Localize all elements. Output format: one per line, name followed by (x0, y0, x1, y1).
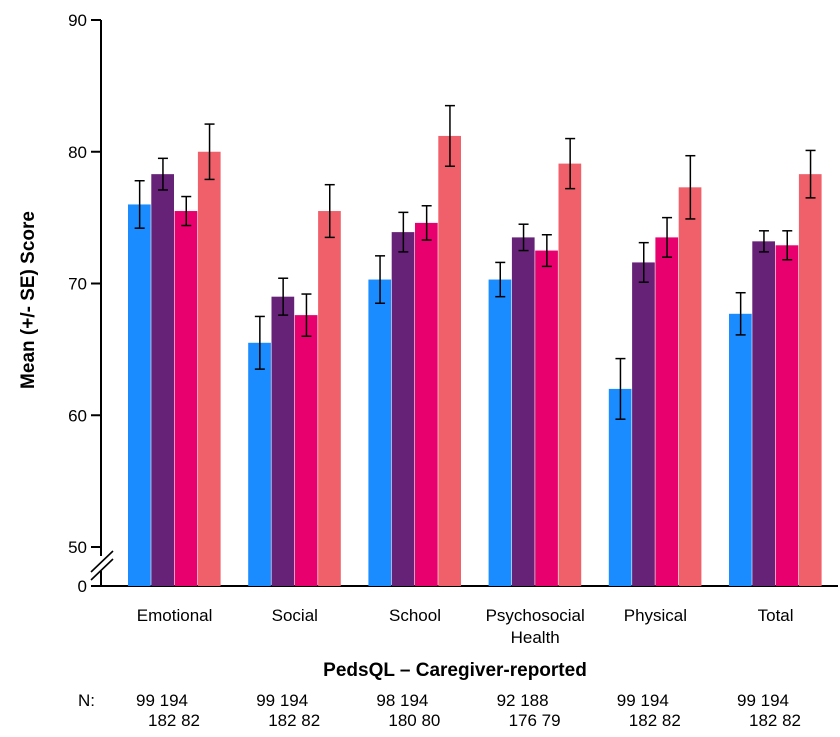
bar (511, 237, 535, 586)
bar (248, 342, 271, 586)
bar (752, 241, 775, 586)
bar (678, 187, 702, 586)
x-tick-label: School (389, 606, 441, 625)
y-axis-title: Mean (+/- SE) Score (18, 211, 39, 389)
bar (535, 250, 558, 586)
n-prefix-label: N: (78, 691, 95, 710)
bar (391, 232, 415, 586)
y-tick-label: 90 (68, 11, 87, 30)
bar (488, 279, 512, 586)
x-tick-label: Health (511, 628, 560, 647)
bar (128, 204, 151, 586)
bar (655, 237, 679, 586)
chart-axes (90, 19, 838, 587)
n-label-bottom: 180 80 (388, 711, 440, 730)
axis-break-mark (90, 558, 114, 581)
y-tick-label: 70 (68, 275, 87, 294)
bar (174, 211, 198, 586)
y-tick-label: 0 (78, 577, 87, 596)
axis-break-mark (90, 550, 114, 573)
n-label-top: 99 194 (256, 691, 308, 710)
x-tick-label: Psychosocial (486, 606, 585, 625)
n-label-top: 99 194 (136, 691, 188, 710)
y-tick-label: 80 (68, 143, 87, 162)
n-label-top: 92 188 (497, 691, 549, 710)
bar (151, 174, 174, 586)
bar (438, 135, 461, 586)
n-label-bottom: 182 82 (749, 711, 801, 730)
n-label-top: 99 194 (737, 691, 789, 710)
bar (729, 313, 752, 586)
error-bars (134, 104, 816, 420)
n-label-bottom: 182 82 (268, 711, 320, 730)
x-tick-label: Total (758, 606, 794, 625)
x-tick-label: Physical (624, 606, 687, 625)
y-tick-label: 50 (68, 538, 87, 557)
bar (294, 315, 318, 586)
n-label-bottom: 182 82 (629, 711, 681, 730)
bar (608, 388, 632, 586)
chart-bars (128, 135, 822, 587)
bar (197, 151, 221, 586)
bar (318, 211, 341, 586)
bar (558, 163, 582, 587)
bar (632, 262, 655, 586)
n-label-top: 98 194 (376, 691, 428, 710)
n-label-top: 99 194 (617, 691, 669, 710)
y-tick-label: 60 (68, 406, 87, 425)
bar (775, 245, 799, 587)
n-label-bottom: 182 82 (148, 711, 200, 730)
bar (271, 296, 295, 586)
bar (798, 174, 822, 586)
x-tick-label: Emotional (137, 606, 213, 625)
x-axis-title: PedsQL – Caregiver-reported (323, 660, 587, 681)
bar (368, 279, 392, 586)
x-tick-label: Social (272, 606, 318, 625)
bar (415, 222, 438, 586)
n-label-bottom: 176 79 (509, 711, 561, 730)
